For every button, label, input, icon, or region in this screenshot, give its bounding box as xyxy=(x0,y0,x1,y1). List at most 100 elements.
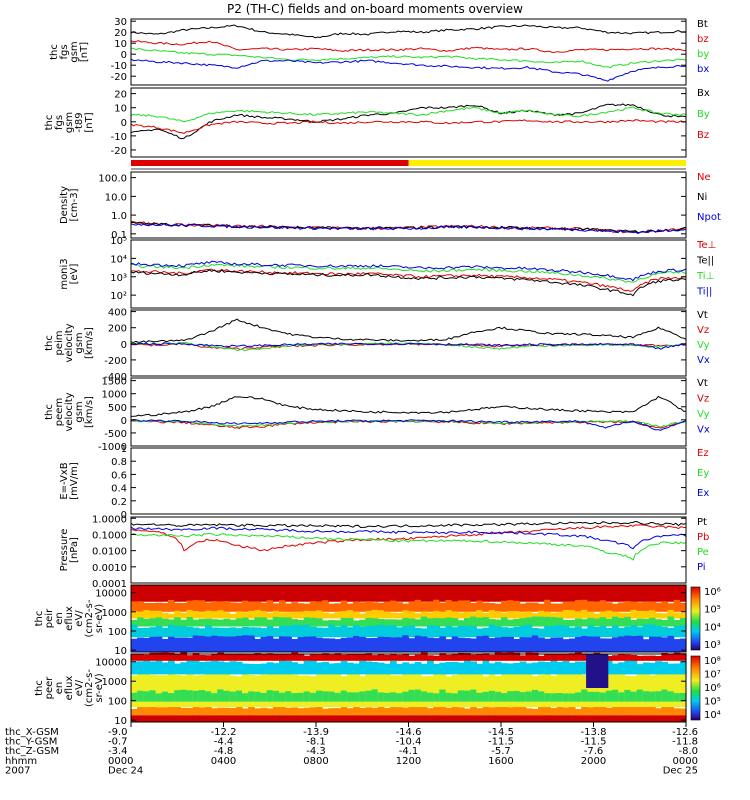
spectrogram-cell xyxy=(371,637,379,652)
y-tick-label: 0.0001 xyxy=(92,579,127,590)
spectrogram-cell xyxy=(488,585,496,602)
spectrogram-cell xyxy=(642,691,650,702)
spectrogram-cell xyxy=(513,626,521,638)
spectrogram-cell xyxy=(174,706,181,716)
spectrogram-cell xyxy=(587,601,595,612)
spectrogram-cell xyxy=(420,611,428,619)
spectrogram-cell xyxy=(476,692,484,702)
spectrogram-cell xyxy=(679,692,687,702)
spectrogram-cell xyxy=(131,692,138,702)
y-axis-label: eV/ xyxy=(74,610,85,627)
spectrogram-cell xyxy=(309,601,317,612)
spectrogram-cell xyxy=(309,611,317,619)
spectrogram-cell xyxy=(254,617,262,627)
spectrogram-cell xyxy=(501,617,508,627)
spectrogram-cell xyxy=(396,619,403,627)
spectrogram-cell xyxy=(420,706,428,716)
spectrogram-cell xyxy=(655,585,662,602)
spectrogram-cell xyxy=(642,639,650,652)
spectrogram-cell xyxy=(488,707,496,716)
spectrogram-cell xyxy=(642,602,650,612)
spectrogram-cell xyxy=(322,620,329,627)
spectrogram-cell xyxy=(667,635,675,652)
spectrogram-cell xyxy=(346,617,354,627)
spectrogram-cell xyxy=(285,707,292,716)
spectrogram-cell xyxy=(414,585,422,602)
spectrogram-cell xyxy=(248,691,255,702)
spectrogram-cell xyxy=(383,663,391,675)
series-line-Pb xyxy=(130,524,687,552)
spectrogram-cell xyxy=(316,618,323,627)
spectrogram-cell xyxy=(137,585,144,602)
spectrogram-cell xyxy=(667,603,675,612)
spectrogram-cell xyxy=(229,636,237,652)
panel-fgs_gse_minus_t89 xyxy=(130,87,687,158)
y-axis-label: fgs xyxy=(54,115,65,130)
spectrogram-cell xyxy=(242,654,249,661)
spectrogram-cell xyxy=(618,585,625,602)
spectrogram-cell xyxy=(470,715,477,722)
spectrogram-cell xyxy=(624,689,632,702)
xaxis-tick-label: -12.2 xyxy=(211,727,237,738)
spectrogram-cell xyxy=(575,626,582,638)
spectrogram-cell xyxy=(501,693,508,702)
spectrogram-cell xyxy=(470,585,477,602)
spectrogram-cell xyxy=(525,652,533,661)
spectrogram-cell xyxy=(427,660,434,675)
spectrogram-cell xyxy=(279,617,286,627)
spectrogram-cell xyxy=(525,663,533,675)
y-axis-label: gsm xyxy=(64,112,75,133)
spectrogram-cell xyxy=(439,602,447,612)
spectrogram-cell xyxy=(679,653,687,661)
spectrogram-cell xyxy=(161,612,169,619)
spectrogram-cell xyxy=(340,600,348,612)
spectrogram-cell xyxy=(618,662,625,675)
y-tick-label: 100 xyxy=(108,697,127,708)
spectrogram-cell xyxy=(272,638,280,652)
spectrogram-cell xyxy=(303,610,311,619)
spectrogram-cell xyxy=(377,619,385,627)
colorbar-tick-label: 10⁴ xyxy=(704,622,721,633)
spectrogram-cell xyxy=(279,692,286,702)
spectrogram-cell xyxy=(636,689,644,702)
legend-entry: Vy xyxy=(697,340,710,351)
spectrogram-cell xyxy=(642,662,650,675)
spectrogram-cell xyxy=(346,627,354,638)
spectrogram-cell xyxy=(279,673,286,708)
spectrogram-cell xyxy=(402,715,410,722)
spectrogram-cell xyxy=(427,715,434,722)
spectrogram-cell xyxy=(402,654,410,661)
spectrogram-cell xyxy=(525,617,533,627)
spectrogram-cell xyxy=(149,706,157,716)
spectrogram-cell xyxy=(568,627,576,638)
spectrogram-cell xyxy=(155,652,163,661)
spectrogram-cell xyxy=(235,653,243,661)
spectrogram-cell xyxy=(482,706,490,716)
spectrogram-cell xyxy=(303,636,311,652)
series-line-Bz xyxy=(130,119,687,134)
spectrogram-cell xyxy=(556,673,564,708)
spectrogram-cell xyxy=(433,610,440,619)
y-axis-label: thc xyxy=(49,44,60,60)
spectrogram-cell xyxy=(303,655,311,661)
spectrogram-cell xyxy=(673,619,681,627)
spectrogram-cell xyxy=(562,715,570,722)
spectrogram-cell xyxy=(494,585,502,602)
spectrogram-cell xyxy=(513,638,521,652)
spectrogram-cell xyxy=(205,672,212,708)
spectrogram-cell xyxy=(217,707,225,716)
spectrogram-cell xyxy=(605,690,613,702)
spectrogram-cell xyxy=(279,715,286,722)
panel-frame xyxy=(130,447,687,515)
spectrogram-cell xyxy=(599,600,607,612)
xaxis-tick-label: 0400 xyxy=(211,756,236,767)
spectrogram-cell xyxy=(562,601,570,612)
y-tick-label: -10 xyxy=(111,132,127,143)
spectrogram-cell xyxy=(334,612,342,619)
spectrogram-cell xyxy=(488,619,496,627)
spectrogram-cell xyxy=(235,661,243,675)
spectrogram-cell xyxy=(439,653,447,661)
spectrogram-cell xyxy=(630,619,638,627)
spectrogram-cell xyxy=(507,611,514,619)
spectrogram-cell xyxy=(353,620,360,627)
